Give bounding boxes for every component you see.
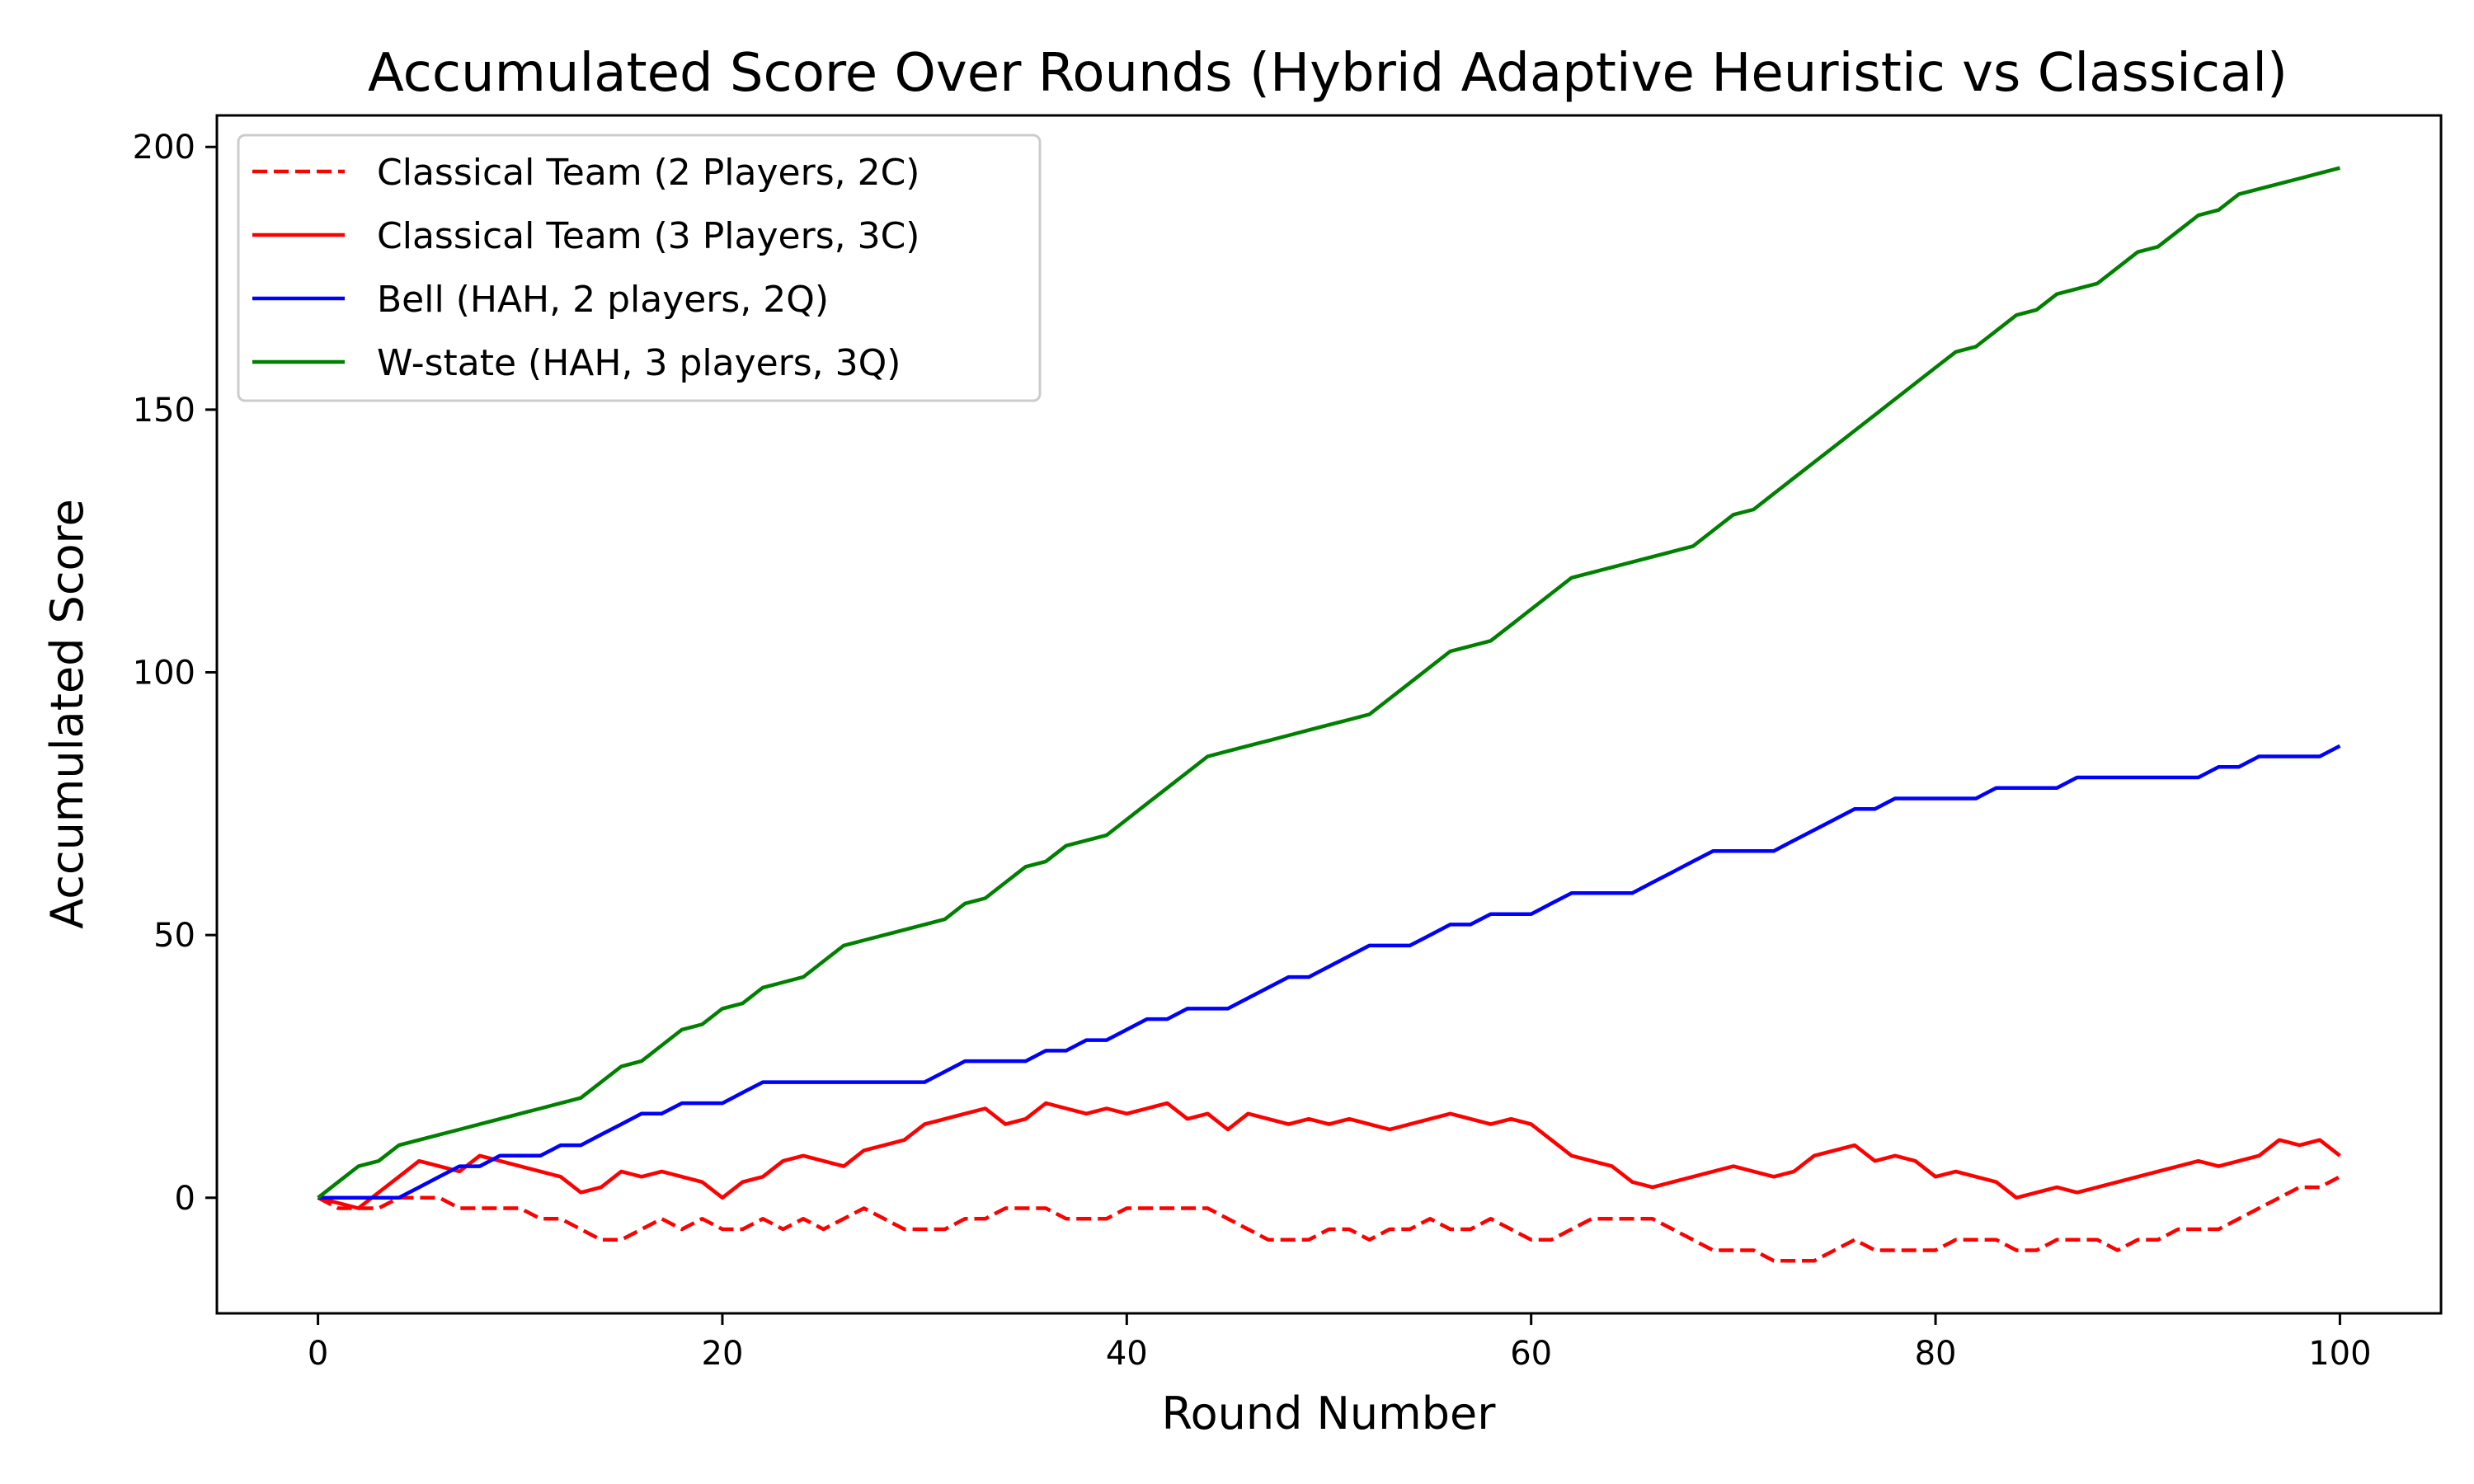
chart-title: Accumulated Score Over Rounds (Hybrid Ad… [368,43,2288,104]
legend-box [237,134,1042,402]
x-tick-label: 40 [1106,1335,1148,1373]
legend-label-1: Classical Team (2 Players, 2C) [377,152,920,194]
series-line-4 [317,166,2340,1200]
legend-label-3: Bell (HAH, 2 players, 2Q) [377,279,829,321]
x-axis-label: Round Number [1162,1388,1497,1439]
y-tick-label: 150 [133,392,195,430]
series-line-1 [317,1175,2341,1263]
series-line-3 [317,744,2341,1200]
y-tick-label: 50 [153,917,195,955]
y-tick-label: 0 [175,1180,195,1218]
x-tick-label: 100 [2308,1335,2371,1373]
series-layer [317,166,2341,1263]
legend: Classical Team (2 Players, 2C) Classical … [237,134,1042,402]
y-axis: 0 50 100 150 200 [133,129,217,1218]
y-tick-label: 200 [133,129,195,167]
x-tick-label: 20 [702,1335,744,1373]
legend-label-4: W-state (HAH, 3 players, 3Q) [377,342,901,384]
x-axis: 0 20 40 60 80 100 [308,1313,2372,1373]
x-tick-label: 60 [1510,1335,1552,1373]
y-tick-label: 100 [133,655,195,693]
x-tick-label: 80 [1915,1335,1957,1373]
legend-label-2: Classical Team (3 Players, 3C) [377,215,920,257]
plot-frame [215,114,2443,1315]
series-line-2 [317,1101,2341,1210]
y-axis-label: Accumulated Score [41,499,93,929]
x-tick-label: 0 [308,1335,328,1373]
